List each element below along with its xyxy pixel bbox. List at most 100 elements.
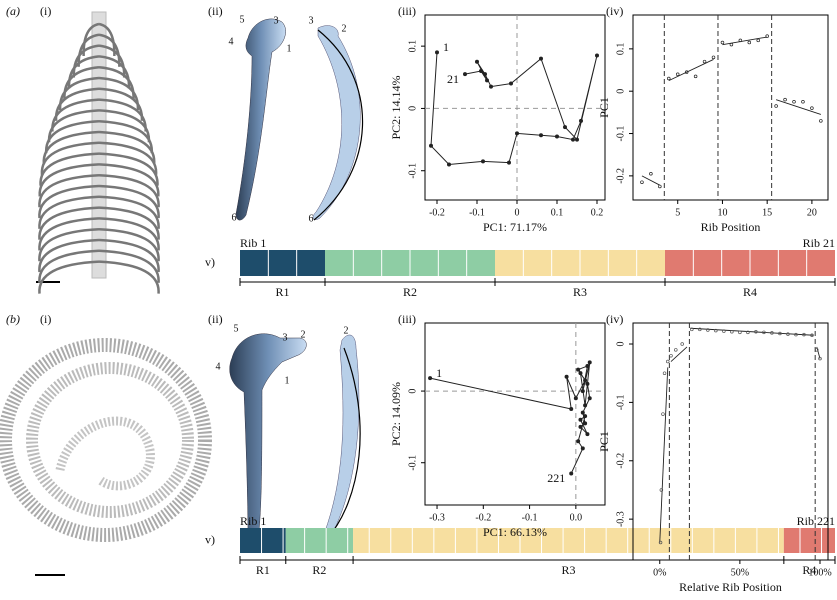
point [571, 138, 575, 142]
point [569, 407, 573, 411]
skeleton-rib [40, 164, 99, 196]
y-tick-label: 0.1 [615, 43, 626, 56]
rib-first-label: Rib 1 [240, 514, 266, 528]
point [583, 378, 587, 382]
skeleton-rib [39, 208, 99, 240]
rib-last-label: Rib 21 [803, 236, 835, 250]
point [757, 39, 760, 42]
rib-first-label: Rib 1 [240, 236, 266, 250]
coil [32, 368, 188, 512]
point [667, 77, 670, 80]
fit-line [642, 176, 660, 185]
point [507, 161, 511, 165]
region-label: R1 [256, 563, 270, 577]
point-label: 221 [547, 471, 565, 485]
point [563, 125, 567, 129]
point [588, 360, 592, 364]
y-tick-label: 0 [615, 342, 626, 347]
y-tick-label: -0.2 [615, 168, 626, 184]
point [583, 403, 587, 407]
panel-label: (a) [6, 4, 20, 18]
point [583, 421, 587, 425]
point [784, 98, 787, 101]
vertebral-column [92, 12, 106, 278]
point [676, 73, 679, 76]
point [793, 100, 796, 103]
landmark-label: 3 [274, 15, 279, 26]
subpanel-label: (ii) [208, 312, 223, 326]
point [666, 360, 669, 363]
series-line [430, 362, 590, 473]
y-tick-label: 0 [407, 106, 418, 111]
point [694, 75, 697, 78]
rib-shape [313, 26, 360, 220]
region-bar [240, 528, 286, 553]
skeleton-rib [99, 251, 159, 283]
region-label: R1 [275, 285, 289, 299]
skeleton-rib [40, 154, 99, 186]
point [585, 382, 589, 386]
fit-line [776, 100, 821, 115]
x-tick-label: 20 [807, 207, 817, 218]
point [555, 134, 559, 138]
point [581, 411, 585, 415]
point [748, 41, 751, 44]
point [649, 172, 652, 175]
skeleton-rib [39, 262, 99, 294]
point [583, 414, 587, 418]
x-tick-label: 0.1 [551, 207, 564, 218]
point [539, 133, 543, 137]
region-label: R3 [561, 563, 575, 577]
point-label: 1 [436, 366, 442, 380]
illustrations [5, 12, 363, 575]
skeleton-rib [39, 240, 99, 272]
rib-shape [323, 335, 359, 542]
x-axis-label: Relative Rib Position [679, 580, 782, 594]
skeleton-rib [39, 218, 99, 250]
region-bar [784, 528, 835, 553]
point [479, 69, 483, 73]
x-axis-label: PC1: 66.13% [483, 525, 547, 539]
point [483, 72, 487, 76]
figure: (a)(i)(ii)(iii)(iv)53416326v)Rib 1Rib 21… [0, 0, 837, 600]
plot-frame [425, 15, 605, 200]
x-tick-label: 10 [717, 207, 727, 218]
x-axis-label: Rib Position [701, 220, 761, 234]
point [658, 185, 661, 188]
y-tick-label: -0.3 [615, 511, 626, 527]
point [810, 107, 813, 110]
skeleton-rib [99, 229, 159, 261]
point [463, 72, 467, 76]
y-axis-label: PC2: 14.14% [389, 75, 403, 139]
skeleton-rib [39, 186, 99, 218]
landmark-label: 2 [301, 329, 306, 340]
subpanel-label: (ii) [208, 4, 223, 18]
point [569, 471, 573, 475]
x-tick-label: 5 [675, 207, 680, 218]
point [674, 348, 677, 351]
region-label: R3 [573, 285, 587, 299]
point [581, 389, 585, 393]
point [576, 368, 580, 372]
region-bar [286, 528, 353, 553]
point [578, 418, 582, 422]
point [515, 131, 519, 135]
point [721, 41, 724, 44]
x-tick-label: 15 [762, 207, 772, 218]
point [428, 376, 432, 380]
point [575, 138, 579, 142]
subpanel-label: (iv) [606, 4, 623, 18]
subpanel-label: (i) [40, 312, 51, 326]
point [585, 432, 589, 436]
point [481, 159, 485, 163]
coil [60, 421, 150, 486]
v-label: v) [205, 532, 215, 546]
point [578, 371, 582, 375]
x-tick-label: 50% [731, 567, 749, 578]
landmark-label: 6 [309, 213, 314, 224]
skeleton-rib [39, 229, 99, 261]
x-tick-label: 100% [808, 567, 831, 578]
point [681, 343, 684, 346]
skeleton-rib [39, 197, 99, 229]
plot-frame [425, 323, 605, 505]
